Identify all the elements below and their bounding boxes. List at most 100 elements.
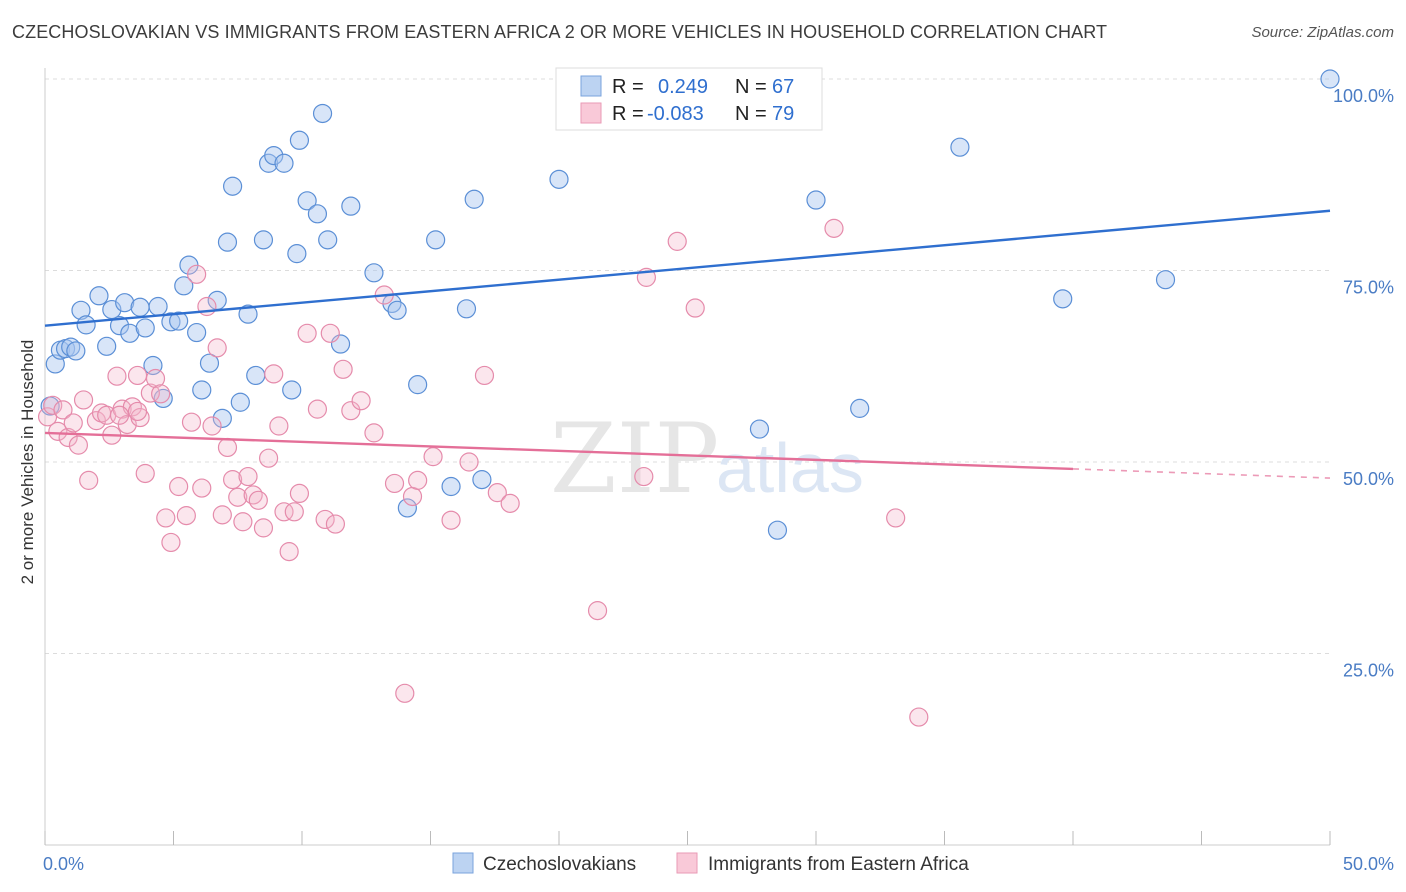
- czech-point-59: [749, 419, 770, 439]
- eafrica-point-48: [289, 483, 310, 504]
- eafrica-point-64: [441, 510, 461, 530]
- czech-point-65: [1155, 270, 1176, 290]
- czech-point-54: [464, 189, 484, 209]
- grid-lines: [45, 78, 1330, 654]
- czech-point-48: [387, 300, 407, 320]
- czech-point-21: [174, 276, 194, 296]
- eafrica-point-13: [107, 366, 127, 386]
- eafrica-point-72: [667, 231, 687, 251]
- czech-point-41: [307, 204, 328, 224]
- bottom-legend-swatch-pink: [676, 852, 698, 874]
- czech-point-23: [187, 322, 207, 343]
- trend-line-0: [44, 209, 1331, 327]
- czech-point-43: [318, 230, 338, 250]
- eafrica-point-20: [140, 383, 160, 403]
- eafrica-point-32: [207, 338, 227, 358]
- czech-point-19: [161, 312, 181, 332]
- czech-point-15: [135, 318, 155, 338]
- eafrica-point-27: [181, 412, 202, 432]
- y-tick-labels: 25.0% 50.0% 75.0% 100.0%: [1333, 86, 1394, 681]
- czech-point-32: [246, 365, 266, 386]
- czech-point-29: [223, 176, 243, 196]
- x-tick-label-1: 50.0%: [1343, 854, 1394, 874]
- czech-point-51: [426, 230, 446, 250]
- trend-line-1: [44, 431, 1074, 471]
- eafrica-point-78: [109, 405, 130, 425]
- watermark-zip: ZIP: [550, 403, 719, 515]
- czech-point-53: [456, 299, 477, 319]
- eafrica-point-70: [634, 466, 654, 487]
- czech-point-61: [806, 190, 826, 210]
- source-credit: Source: ZipAtlas.com: [1251, 24, 1394, 41]
- stats-legend: R = 0.249 N = 67 R = -0.083 N = 79: [555, 67, 823, 131]
- czech-point-25: [199, 353, 220, 373]
- eafrica-point-2: [48, 421, 68, 441]
- y-tick-label-1: 50.0%: [1343, 469, 1394, 489]
- eafrica-point-63: [423, 447, 443, 467]
- trend-line-dashed-1: [1072, 468, 1331, 479]
- czech-point-60: [767, 520, 788, 540]
- czech-point-62: [850, 398, 870, 418]
- eafrica-point-50: [307, 399, 328, 419]
- eafrica-point-52: [320, 323, 340, 343]
- czech-point-7: [76, 315, 96, 335]
- legend-r-value-2: -0.083: [647, 103, 704, 125]
- czech-point-55: [472, 470, 492, 490]
- y-axis-label: 2 or more Vehicles in Household: [18, 340, 37, 585]
- eafrica-point-67: [487, 483, 507, 503]
- czech-point-4: [61, 337, 81, 357]
- eafrica-point-47: [284, 502, 304, 522]
- czech-point-45: [341, 196, 361, 216]
- czech-point-46: [364, 263, 384, 283]
- eafrica-point-39: [243, 485, 263, 505]
- czech-point-12: [115, 293, 135, 313]
- czech-point-35: [264, 146, 284, 166]
- eafrica-point-8: [79, 470, 99, 490]
- czech-point-56: [549, 169, 569, 189]
- czech-point-64: [1053, 289, 1073, 309]
- czech-point-9: [97, 336, 117, 356]
- eafrica-point-41: [253, 518, 274, 538]
- eafrica-point-43: [264, 364, 284, 384]
- eafrica-point-68: [500, 493, 520, 513]
- eafrica-point-1: [43, 395, 63, 415]
- bottom-legend: Czechoslovakians Immigrants from Eastern…: [452, 852, 969, 875]
- eafrica-point-57: [364, 423, 384, 443]
- czech-point-38: [289, 130, 310, 150]
- eafrica-point-62: [408, 470, 428, 490]
- czech-point-50: [408, 375, 428, 395]
- czech-point-17: [148, 296, 168, 317]
- czech-point-31: [238, 304, 258, 324]
- legend-n-value-2: 79: [772, 103, 794, 125]
- eafrica-point-61: [402, 486, 423, 507]
- eafrica-point-25: [169, 476, 189, 497]
- eafrica-point-66: [474, 365, 495, 386]
- eafrica-point-21: [145, 368, 166, 389]
- legend-n-value-1: 67: [772, 76, 794, 98]
- eafrica-point-23: [156, 508, 176, 528]
- eafrica-point-75: [886, 508, 906, 528]
- legend-n-label-2: N =: [735, 103, 767, 125]
- eafrica-point-53: [325, 514, 346, 534]
- eafrica-point-51: [315, 509, 335, 530]
- eafrica-point-3: [53, 400, 73, 420]
- legend-n-label-1: N =: [735, 76, 767, 98]
- eafrica-point-17: [127, 365, 148, 386]
- czech-point-36: [274, 153, 294, 173]
- czech-point-63: [950, 137, 970, 157]
- czech-point-30: [230, 392, 250, 412]
- y-tick-label-0: 25.0%: [1343, 661, 1394, 681]
- czech-point-20: [169, 311, 189, 331]
- eafrica-point-55: [341, 401, 361, 421]
- eafrica-point-28: [187, 264, 207, 284]
- eafrica-point-33: [212, 505, 232, 525]
- czech-point-39: [287, 244, 307, 264]
- watermark: ZIP atlas: [550, 403, 864, 515]
- eafrica-point-37: [233, 512, 253, 532]
- eafrica-point-42: [258, 448, 279, 468]
- eafrica-point-34: [217, 437, 238, 458]
- czech-point-52: [441, 476, 461, 497]
- czech-point-40: [297, 191, 317, 211]
- eafrica-point-76: [909, 707, 929, 727]
- eafrica-point-74: [824, 218, 844, 238]
